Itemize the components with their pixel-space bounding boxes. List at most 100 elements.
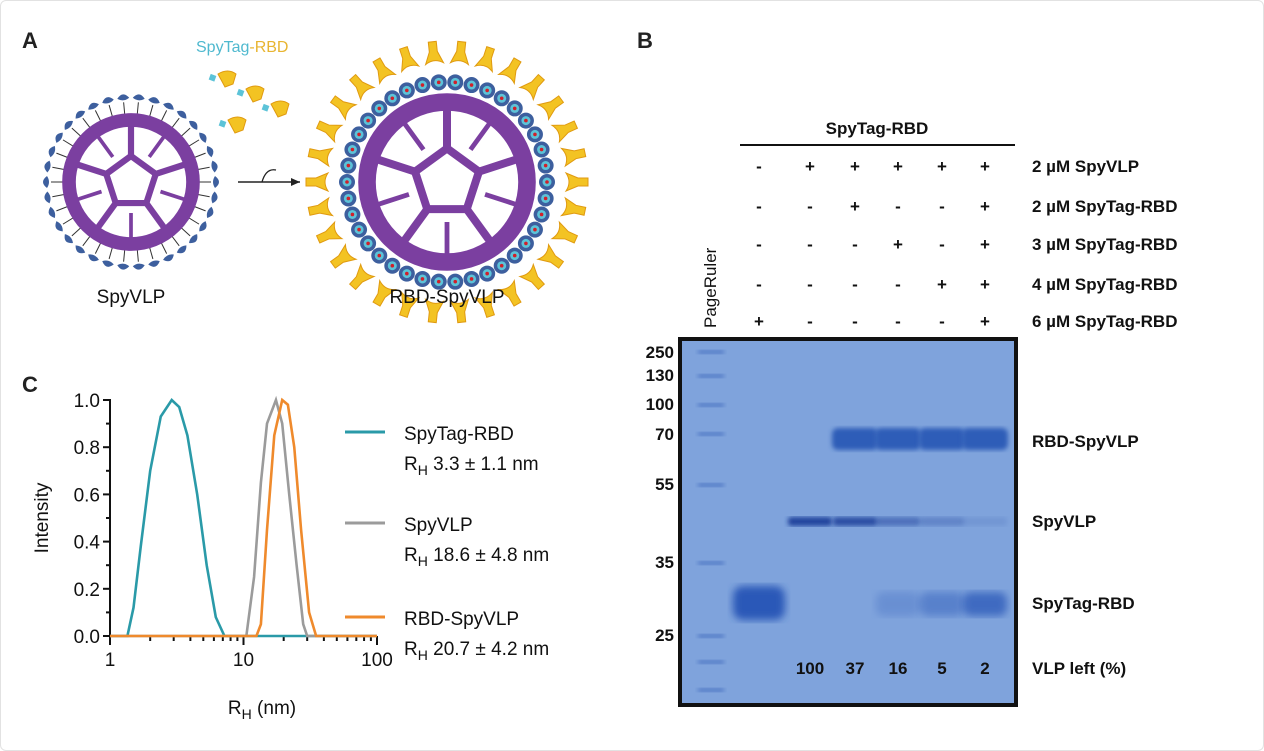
spycatcher-icon (211, 160, 218, 173)
condition-mark: - (807, 197, 813, 216)
rbd-spyvlp-illustration (305, 40, 589, 324)
band-label-spytag-rbd: SpyTag-RBD (1032, 594, 1135, 613)
condition-mark: - (939, 197, 945, 216)
isopeptide-bond-icon (533, 132, 537, 137)
spycatcher-icon (189, 120, 198, 130)
spycatcher-icon (64, 120, 73, 130)
isopeptide-bond-icon (390, 263, 395, 268)
capsid-edge (147, 135, 166, 159)
capsid-edge (159, 189, 185, 202)
isopeptide-bond-icon (405, 88, 409, 93)
condition-mark: + (754, 312, 764, 331)
isopeptide-bond-icon (485, 88, 489, 93)
condition-mark: - (756, 235, 762, 254)
spycatcher-icon (48, 206, 56, 218)
spycatcher-icon (117, 94, 130, 101)
legend-series-name: RBD-SpyVLP (404, 609, 519, 630)
rbd-icon (497, 57, 522, 86)
chart-series (109, 395, 378, 638)
condition-label: 6 µM SpyTag-RBD (1032, 312, 1178, 331)
rbd-icon (307, 196, 335, 217)
panel-b: B SpyTag-RBD PageRuler - + + + + +2 µM SpyVLP… (637, 28, 1178, 707)
spytag-icon (208, 73, 217, 82)
capsid-edge (477, 155, 517, 176)
ladder-band (698, 634, 724, 638)
spycatcher-icon (117, 263, 130, 270)
spycatcher-icon (206, 206, 214, 218)
rbd-icon (315, 220, 344, 244)
y-tick-label: 0.6 (74, 485, 100, 506)
isopeptide-bond-icon (420, 83, 425, 87)
capsid-edge (484, 192, 517, 207)
condition-label: 4 µM SpyTag-RBD (1032, 275, 1178, 294)
spyvlp-band (963, 517, 1007, 526)
spycatcher-icon (43, 176, 49, 188)
isopeptide-bond-icon (346, 196, 351, 201)
capsid-pentagon (102, 152, 160, 207)
rbd-icon (307, 147, 335, 168)
vlp-left-value: 2 (980, 659, 989, 678)
vlp-left-value: 16 (889, 659, 908, 678)
capsid-edge (76, 161, 108, 177)
spyvlp-band (788, 517, 832, 526)
spytag-rbd-band (733, 586, 785, 620)
condition-label: 3 µM SpyTag-RBD (1032, 235, 1178, 254)
spycatcher-icon (102, 97, 114, 104)
isopeptide-bond-icon (543, 196, 548, 201)
condition-mark: - (807, 275, 813, 294)
isopeptide-bond-icon (545, 180, 549, 184)
capsid-edge (377, 155, 417, 176)
ladder-band (698, 374, 724, 378)
ladder-band (698, 660, 724, 664)
band-label-rbd-spyvlp: RBD-SpyVLP (1032, 432, 1139, 451)
legend-series-stat: RH 18.6 ± 4.8 nm (404, 545, 549, 569)
legend-series-name: SpyVLP (404, 515, 473, 536)
spycatcher-icon (132, 263, 145, 270)
rbd-icon (372, 278, 397, 307)
isopeptide-bond-icon (539, 147, 544, 152)
isopeptide-bond-icon (405, 271, 409, 276)
x-axis-label: RH (nm) (228, 698, 296, 722)
capsid-edge (154, 161, 186, 177)
rbd-icon (315, 120, 344, 144)
condition-mark: - (807, 235, 813, 254)
rbd-icon (518, 73, 546, 102)
rbd-spyvlp-caption: RBD-SpyVLP (389, 287, 504, 308)
spyvlp-band (833, 517, 877, 526)
ladder-labels: 250 130 100 70 55 35 25 (646, 343, 674, 645)
condition-mark: - (895, 197, 901, 216)
capsid-edge (95, 201, 119, 229)
condition-mark: - (852, 312, 858, 331)
isopeptide-bond-icon (346, 163, 351, 168)
chart-axes: 0.0 0.2 0.4 0.6 0.8 1.0 1 10 100 (74, 391, 393, 671)
capsid-edge (143, 201, 167, 229)
y-tick-label: 0.0 (74, 627, 100, 648)
ladder-kda-label: 130 (646, 366, 674, 385)
rbd-icon (348, 73, 376, 102)
isopeptide-bond-icon (357, 132, 361, 137)
spyvlp-band (920, 517, 964, 526)
isopeptide-bond-icon (436, 80, 441, 85)
isopeptide-bond-icon (469, 83, 474, 87)
y-tick-label: 0.4 (74, 533, 101, 554)
condition-mark: + (980, 312, 990, 331)
vlp-left-value: 100 (796, 659, 824, 678)
y-tick-label: 0.2 (74, 580, 100, 601)
spycatcher-icon (102, 260, 114, 267)
spycatcher-icon (75, 245, 86, 254)
rbd-icon (449, 297, 470, 324)
series-line-spytag-rbd (110, 397, 377, 638)
spycatcher-icon (55, 132, 63, 143)
spytag-rbd-band (876, 592, 920, 616)
series-line-spyvlp (110, 395, 377, 638)
capsid-edge (377, 192, 410, 207)
isopeptide-bond-icon (345, 180, 349, 184)
isopeptide-bond-icon (453, 80, 458, 85)
condition-mark: + (937, 275, 947, 294)
condition-mark: + (980, 157, 990, 176)
spycatcher-icon (176, 110, 187, 119)
isopeptide-bond-icon (533, 227, 537, 232)
capsid-edge (401, 206, 431, 243)
y-tick-label: 1.0 (74, 391, 100, 412)
